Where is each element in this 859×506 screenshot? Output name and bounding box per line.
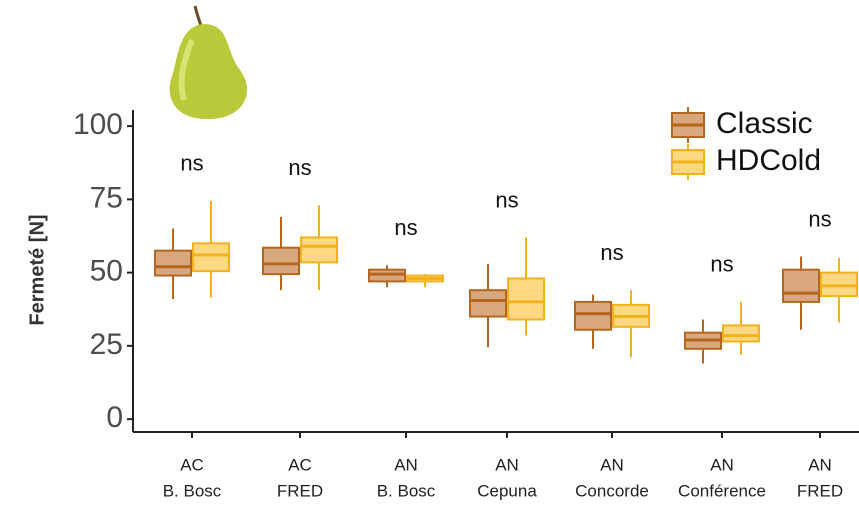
x-tick-label: Cepuna xyxy=(477,481,537,500)
box xyxy=(508,278,544,319)
annotation: ns xyxy=(710,252,733,277)
annotation: ns xyxy=(495,187,518,212)
y-tick-label: 100 xyxy=(73,108,123,141)
box xyxy=(575,302,611,330)
x-tick-label: Conférence xyxy=(678,481,766,500)
x-tick-label: AN xyxy=(495,455,519,474)
x-tick-label: FRED xyxy=(277,481,323,500)
annotation: ns xyxy=(180,151,203,176)
annotation: ns xyxy=(394,215,417,240)
x-tick-label: FRED xyxy=(797,481,843,500)
x-tick-label: Concorde xyxy=(575,481,649,500)
box xyxy=(783,270,819,302)
y-tick-label: 75 xyxy=(90,181,123,214)
x-tick-label: B. Bosc xyxy=(163,481,222,500)
x-tick-label: AC xyxy=(180,455,204,474)
chart: Fermeté [N] 0 25 50 75 100 AC B. Bosc ns AC FRED n… xyxy=(0,0,859,506)
annotation: ns xyxy=(808,206,831,231)
x-tick-label: AN xyxy=(600,455,624,474)
y-axis-label: Fermeté [N] xyxy=(26,214,48,325)
box xyxy=(301,237,337,262)
box xyxy=(470,290,506,316)
x-tick-label: AN xyxy=(710,455,734,474)
x-tick-label: AN xyxy=(808,455,832,474)
box xyxy=(155,251,191,276)
legend-label: Classic xyxy=(716,107,813,140)
legend-label: HDCold xyxy=(716,144,821,177)
y-tick-label: 25 xyxy=(90,328,123,361)
annotation: ns xyxy=(288,155,311,180)
x-tick-label: B. Bosc xyxy=(377,481,436,500)
box xyxy=(723,325,759,341)
x-tick-label: AC xyxy=(288,455,312,474)
x-tick-label: AN xyxy=(394,455,418,474)
y-tick-label: 50 xyxy=(90,255,123,288)
annotation: ns xyxy=(600,240,623,265)
box xyxy=(193,243,229,271)
box xyxy=(263,248,299,274)
pear-image xyxy=(170,6,248,119)
y-tick-label: 0 xyxy=(106,401,123,434)
